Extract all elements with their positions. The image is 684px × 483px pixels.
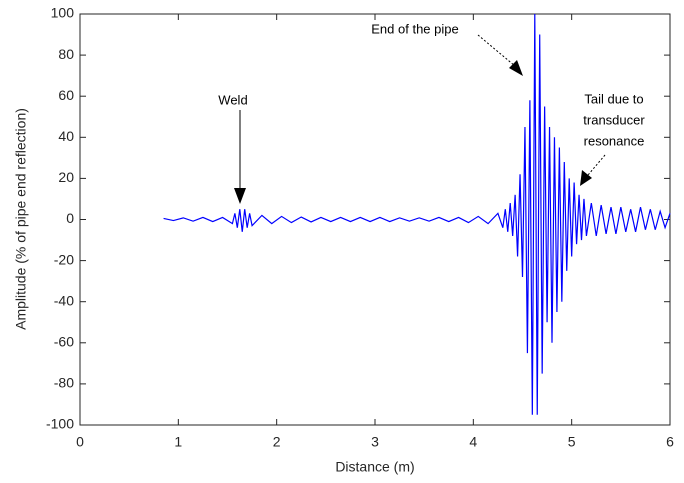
y-tick-label: -60 (54, 334, 74, 350)
y-tick-label: 60 (58, 87, 74, 103)
x-tick-label: 6 (666, 434, 674, 450)
annotation: Tail due to (584, 91, 643, 106)
annotation: End of the pipe (371, 21, 458, 36)
x-tick-label: 5 (568, 434, 576, 450)
signal-line (163, 13, 671, 415)
y-tick-label: 80 (58, 46, 74, 62)
annotation: resonance (584, 133, 645, 148)
y-tick-label: -100 (46, 416, 74, 432)
arrowhead (509, 60, 523, 76)
y-tick-label: -40 (54, 292, 74, 308)
arrowhead (234, 188, 246, 204)
x-tick-label: 1 (174, 434, 182, 450)
y-tick-label: 100 (51, 5, 75, 21)
y-tick-label: 0 (66, 210, 74, 226)
x-tick-label: 2 (273, 434, 281, 450)
annotation: transducer (583, 112, 645, 127)
y-tick-label: 40 (58, 128, 74, 144)
annotation: Weld (218, 92, 247, 107)
x-tick-label: 3 (371, 434, 379, 450)
y-tick-label: -20 (54, 251, 74, 267)
y-tick-label: -80 (54, 375, 74, 391)
y-tick-label: 20 (58, 169, 74, 185)
arrowhead (580, 170, 592, 186)
x-tick-label: 0 (76, 434, 84, 450)
y-axis-label: Amplitude (% of pipe end reflection) (13, 108, 29, 330)
x-tick-label: 4 (469, 434, 477, 450)
arrow (587, 154, 606, 176)
x-axis-label: Distance (m) (335, 459, 414, 475)
arrow (477, 34, 516, 67)
